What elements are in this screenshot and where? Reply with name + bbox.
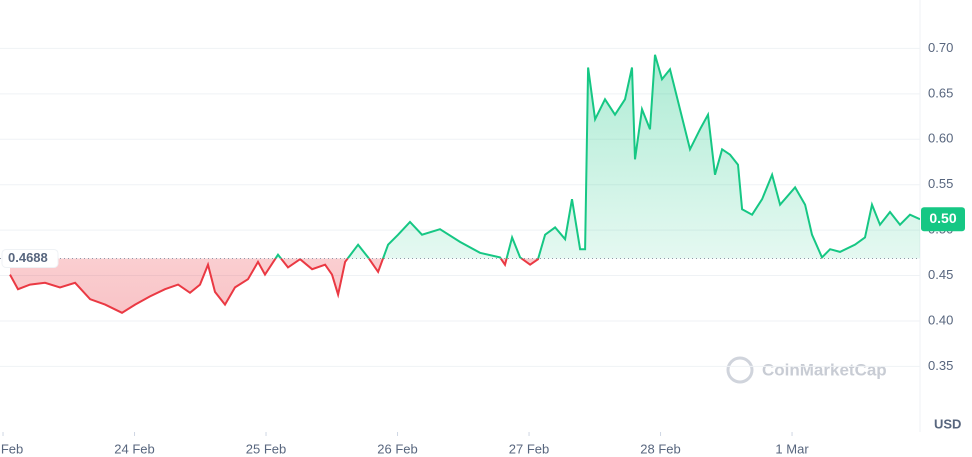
x-tick-label: 23 Feb bbox=[0, 441, 23, 456]
y-unit: USD bbox=[934, 416, 961, 431]
area-up bbox=[10, 54, 920, 259]
y-tick-label: 0.65 bbox=[928, 85, 953, 100]
price-badge-label: 0.50 bbox=[929, 210, 956, 226]
x-tick-label: 27 Feb bbox=[509, 441, 549, 456]
area-down bbox=[10, 258, 539, 313]
x-tick-label: 28 Feb bbox=[640, 441, 680, 456]
x-tick-label: 25 Feb bbox=[246, 441, 286, 456]
y-tick-label: 0.40 bbox=[928, 312, 953, 327]
line-down bbox=[9, 258, 823, 314]
y-tick-label: 0.35 bbox=[928, 358, 953, 373]
y-tick-label: 0.70 bbox=[928, 40, 953, 55]
baseline-label: 0.4688 bbox=[8, 250, 48, 265]
x-tick-label: 26 Feb bbox=[377, 441, 417, 456]
y-tick-label: 0.45 bbox=[928, 267, 953, 282]
y-tick-label: 0.60 bbox=[928, 131, 953, 146]
x-tick-label: 1 Mar bbox=[775, 441, 809, 456]
watermark-text: CoinMarketCap bbox=[762, 360, 887, 379]
price-badge bbox=[921, 207, 965, 232]
x-tick-label: 24 Feb bbox=[114, 441, 154, 456]
y-tick-label: 0.55 bbox=[928, 176, 953, 191]
watermark: CoinMarketCap bbox=[726, 356, 887, 384]
baseline-tag bbox=[1, 248, 59, 268]
line-up bbox=[274, 54, 920, 259]
